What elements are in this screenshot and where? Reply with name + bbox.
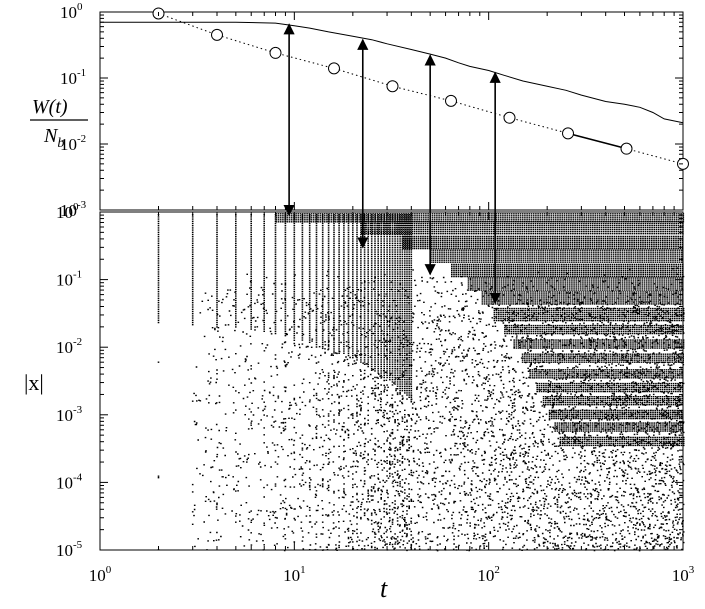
x-tick-label: 102 xyxy=(477,564,500,585)
bottom-y-tick-label: 10-3 xyxy=(56,404,83,425)
top-y-tick-label: 10-3 xyxy=(60,199,87,220)
series-circle-point xyxy=(386,80,399,93)
arrows-group xyxy=(283,23,501,305)
series-circle-point xyxy=(620,142,633,155)
series-circle-point xyxy=(445,94,458,107)
top-panel: 100 10-1 10-2 10-3 W(t) Nb xyxy=(30,1,689,220)
scatter-points xyxy=(157,213,685,552)
top-y-ticks: 100 10-1 10-2 10-3 xyxy=(60,1,684,220)
top-series-group xyxy=(100,7,689,170)
top-plot-frame xyxy=(99,11,684,211)
bottom-y-tick-label: 100 xyxy=(56,201,79,222)
bottom-y-axis-label: |x| xyxy=(24,370,44,395)
bottom-y-ticks: 100 10-1 10-2 10-3 10-4 10-5 xyxy=(56,201,683,560)
top-y-axis-label: W(t) Nb xyxy=(30,96,88,151)
series-dotted-line xyxy=(158,13,684,165)
x-axis-label: t xyxy=(380,574,388,603)
series-circle-point xyxy=(328,62,341,75)
series-circle-point xyxy=(211,28,224,41)
x-tick-label: 103 xyxy=(672,564,695,585)
series-circle-point xyxy=(562,127,575,140)
x-tick-label: 101 xyxy=(283,564,306,585)
top-y-tick-label: 10-2 xyxy=(60,133,86,154)
top-y-tick-label: 10-1 xyxy=(60,67,86,88)
scatter-layer xyxy=(157,213,685,552)
series-solid-line xyxy=(100,21,684,124)
series-circle-point xyxy=(503,111,516,124)
top-y-tick-label: 100 xyxy=(60,1,83,22)
top-ylabel-numerator: W(t) xyxy=(32,96,68,118)
x-tick-label: 100 xyxy=(89,564,112,585)
bottom-y-tick-label: 10-1 xyxy=(56,269,82,290)
series-fit-segment xyxy=(567,132,627,150)
bottom-y-tick-label: 10-4 xyxy=(56,471,83,492)
bottom-y-tick-label: 10-2 xyxy=(56,336,82,357)
bottom-y-tick-label: 10-5 xyxy=(56,539,83,560)
bottom-plot-frame xyxy=(99,211,684,551)
top-ylabel-denominator: Nb xyxy=(43,125,64,151)
series-circle-point xyxy=(269,46,282,59)
